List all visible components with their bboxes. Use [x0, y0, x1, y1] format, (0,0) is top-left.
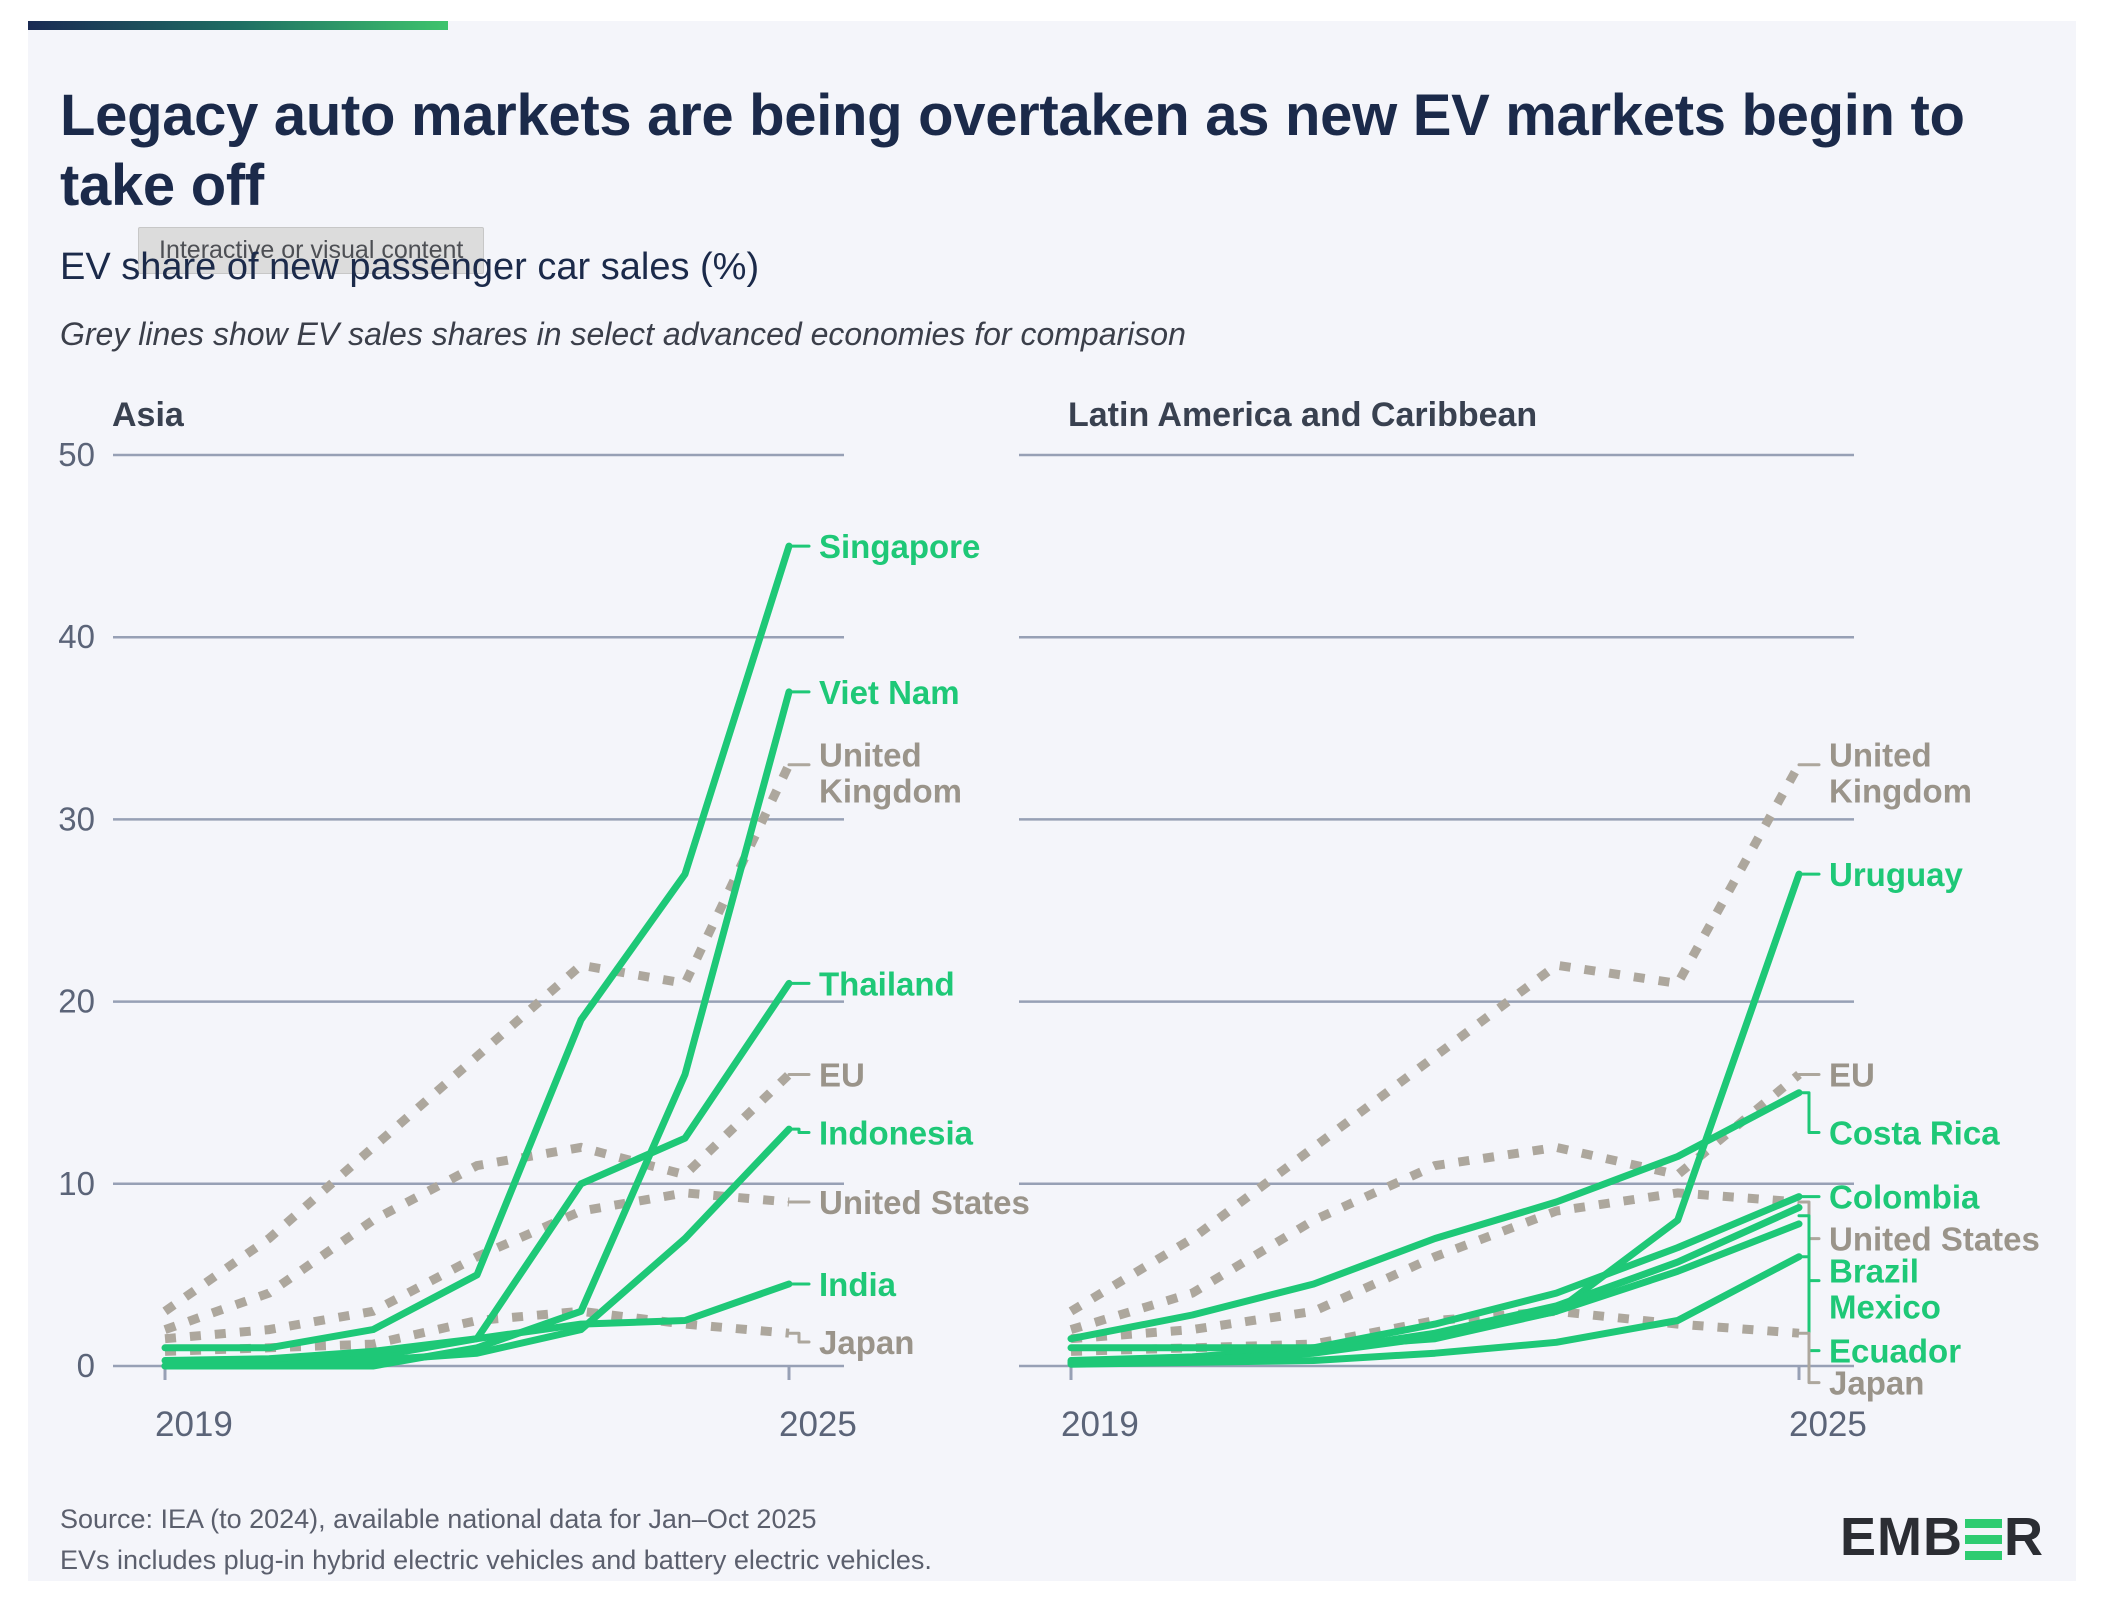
svg-text:50: 50 — [58, 436, 95, 473]
svg-text:Singapore: Singapore — [819, 528, 980, 565]
svg-text:10: 10 — [58, 1165, 95, 1202]
svg-text:Kingdom: Kingdom — [819, 773, 962, 810]
svg-text:India: India — [819, 1266, 897, 1303]
svg-text:Japan: Japan — [819, 1324, 914, 1361]
svg-text:40: 40 — [58, 618, 95, 655]
svg-text:United States: United States — [819, 1184, 1030, 1221]
svg-text:2025: 2025 — [1789, 1405, 1867, 1444]
svg-text:Thailand: Thailand — [819, 965, 955, 1002]
svg-text:EU: EU — [1829, 1057, 1875, 1094]
svg-text:Brazil: Brazil — [1829, 1253, 1919, 1290]
svg-text:Mexico: Mexico — [1829, 1289, 1941, 1326]
svg-text:EU: EU — [819, 1057, 865, 1094]
svg-text:0: 0 — [77, 1347, 95, 1384]
svg-text:United: United — [1829, 737, 1932, 774]
svg-text:United: United — [819, 737, 922, 774]
svg-text:Indonesia: Indonesia — [819, 1115, 974, 1152]
svg-text:Costa Rica: Costa Rica — [1829, 1115, 2000, 1152]
svg-text:Uruguay: Uruguay — [1829, 856, 1964, 893]
svg-text:Viet Nam: Viet Nam — [819, 674, 960, 711]
svg-text:20: 20 — [58, 983, 95, 1020]
svg-text:30: 30 — [58, 800, 95, 837]
svg-text:2019: 2019 — [1061, 1405, 1139, 1444]
svg-text:Colombia: Colombia — [1829, 1179, 1980, 1216]
svg-text:2019: 2019 — [155, 1405, 233, 1444]
svg-text:Japan: Japan — [1829, 1365, 1924, 1402]
svg-text:Kingdom: Kingdom — [1829, 773, 1972, 810]
svg-text:2025: 2025 — [779, 1405, 857, 1444]
